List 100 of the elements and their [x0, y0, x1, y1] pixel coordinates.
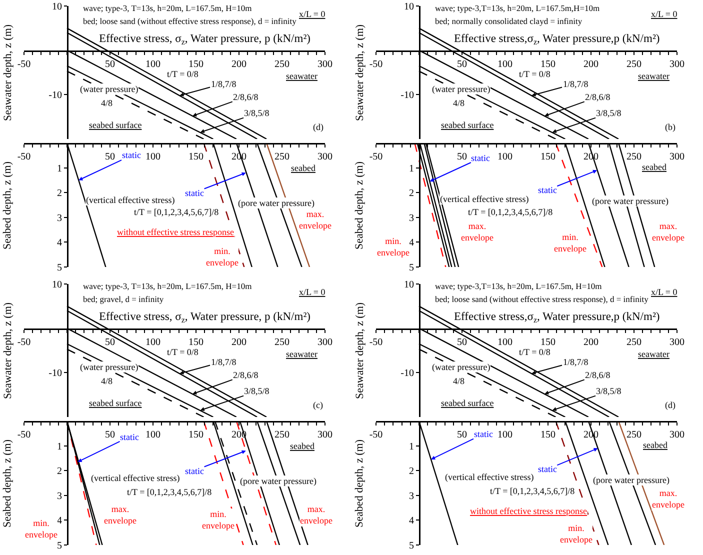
y-axis-title: Seabed depth, z (m) [1, 439, 14, 528]
annotation: 1/8,7/8 [211, 357, 237, 367]
annotation: static [474, 429, 493, 439]
y-tick-label: -10 [400, 368, 414, 380]
annotation: (water pressure) [432, 362, 490, 372]
annotation: (pore water pressure) [238, 198, 314, 208]
x-tick-label: 250 [274, 58, 290, 70]
x-tick-label: -50 [369, 336, 383, 348]
y-tick-label: 1 [57, 163, 62, 174]
y-tick-label: 4 [57, 516, 62, 527]
annotation: max. envelope [104, 504, 136, 526]
x-tick-label: 150 [540, 336, 556, 348]
annotation: x/L = 0 [651, 287, 678, 297]
annotation: (pore water pressure) [592, 196, 668, 206]
annotation: x/L = 0 [651, 9, 678, 19]
x-tick-label: 150 [540, 430, 556, 440]
x-tick-label: 200 [584, 336, 598, 348]
y-axis-title: Seabed depth, z (m) [1, 161, 14, 250]
annotation: 4/8 [453, 98, 465, 108]
annotation: x/L = 0 [299, 287, 326, 297]
y-tick-label: -10 [48, 368, 62, 380]
annotation: (d) [665, 400, 676, 410]
x-tick-label: 100 [146, 152, 160, 162]
annotation: seabed [642, 162, 667, 172]
x-tick-label: 100 [146, 58, 160, 70]
x-tick-label: 50 [105, 430, 115, 440]
annotation: (water pressure) [80, 362, 138, 372]
x-tick-label: 50 [105, 152, 115, 162]
y-tick-label: 10 [52, 2, 62, 12]
annotation: (b) [665, 122, 676, 132]
x-tick-label: -50 [17, 58, 31, 70]
annotation: (pore water pressure) [593, 475, 670, 485]
text: bed; loose sand (without effective stress response), d = infinity [435, 294, 650, 304]
x-tick-label: 100 [498, 152, 512, 162]
annotation: max. envelope [652, 221, 684, 243]
annotation: static [120, 432, 139, 442]
y-tick-label: 1 [57, 441, 62, 452]
annotation: (vertical effective stress) [440, 194, 529, 204]
x-tick-label: 200 [232, 336, 246, 348]
annotation: seabed surface [89, 398, 142, 408]
annotation: (water pressure) [432, 84, 490, 94]
x-axis-title: Effective stress, σ$_{z}$, Water pressure, p (kN/m²) [99, 33, 311, 46]
x-tick-label: -50 [17, 430, 31, 440]
y-tick-label: -10 [48, 90, 62, 102]
annotation: 3/8,5/8 [596, 108, 622, 118]
x-tick-label: 300 [670, 430, 684, 440]
y-tick-label: 2 [57, 188, 62, 200]
x-tick-label: -50 [369, 430, 383, 440]
x-tick-label: -50 [369, 152, 383, 162]
annotation: 1/8,7/8 [563, 79, 589, 89]
y-tick-label: 3 [409, 490, 414, 502]
annotation: max. envelope [300, 504, 332, 526]
annotation: (vertical effective stress) [91, 473, 180, 483]
y-tick-label: 3 [57, 212, 62, 224]
x-tick-label: 50 [457, 336, 467, 348]
x-tick-label: 300 [318, 152, 332, 162]
annotation: 3/8,5/8 [244, 108, 270, 118]
annotation: without effective stress response [117, 227, 234, 237]
x-tick-label: 300 [670, 58, 684, 70]
y-tick-label: 2 [409, 188, 414, 200]
annotation: max. envelope [652, 488, 684, 510]
annotation: seabed surface [441, 120, 494, 130]
annotation: t/T = [0,1,2,3,4,5,6,7]/8 [134, 207, 220, 217]
y-axis-title: Seabed depth, z (m) [353, 161, 366, 250]
annotation: seabed surface [89, 120, 142, 130]
annotation: (c) [313, 400, 323, 410]
y-tick-label: 2 [409, 466, 414, 478]
annotation: seawater [638, 71, 670, 81]
annotation: min. envelope [560, 523, 592, 545]
y-tick-label: 10 [52, 280, 62, 290]
y-tick-label: 3 [57, 490, 62, 502]
text: bed; normally consolidated clayd = infinity [435, 16, 583, 26]
annotation: t/T = [0,1,2,3,4,5,6,7]/8 [127, 487, 212, 497]
x-tick-label: 150 [540, 152, 556, 162]
x-tick-label: 200 [232, 58, 246, 70]
annotation: (water pressure) [80, 84, 138, 94]
y-tick-label: 5 [57, 262, 62, 274]
annotation: static [185, 188, 204, 198]
y-tick-label: 4 [409, 238, 414, 249]
y-axis-title: Seawater depth, z (m) [2, 302, 14, 399]
x-tick-label: 300 [318, 58, 332, 70]
x-tick-label: 250 [274, 152, 290, 162]
annotation: (vertical effective stress) [445, 472, 534, 482]
x-tick-label: 50 [457, 430, 467, 440]
x-tick-label: 50 [457, 152, 467, 162]
annotation: 4/8 [101, 98, 113, 108]
annotation: (pore water pressure) [240, 476, 316, 486]
chart-title: wave; type-3, T=13s, h=20m, L=167.5m, H=10m [83, 281, 252, 291]
x-tick-label: 250 [626, 152, 642, 162]
y-tick-label: 4 [57, 238, 62, 249]
x-tick-label: 50 [105, 336, 115, 348]
x-tick-label: 100 [498, 58, 512, 70]
annotation: x/L = 0 [299, 9, 326, 19]
annotation: max. envelope [299, 209, 332, 231]
x-tick-label: 150 [540, 58, 556, 70]
x-tick-label: 150 [188, 58, 204, 70]
annotation: 4/8 [101, 376, 113, 386]
annotation: t/T = 0/8 [167, 69, 199, 79]
x-tick-label: 250 [274, 430, 290, 440]
annotation: 3/8,5/8 [244, 386, 270, 396]
